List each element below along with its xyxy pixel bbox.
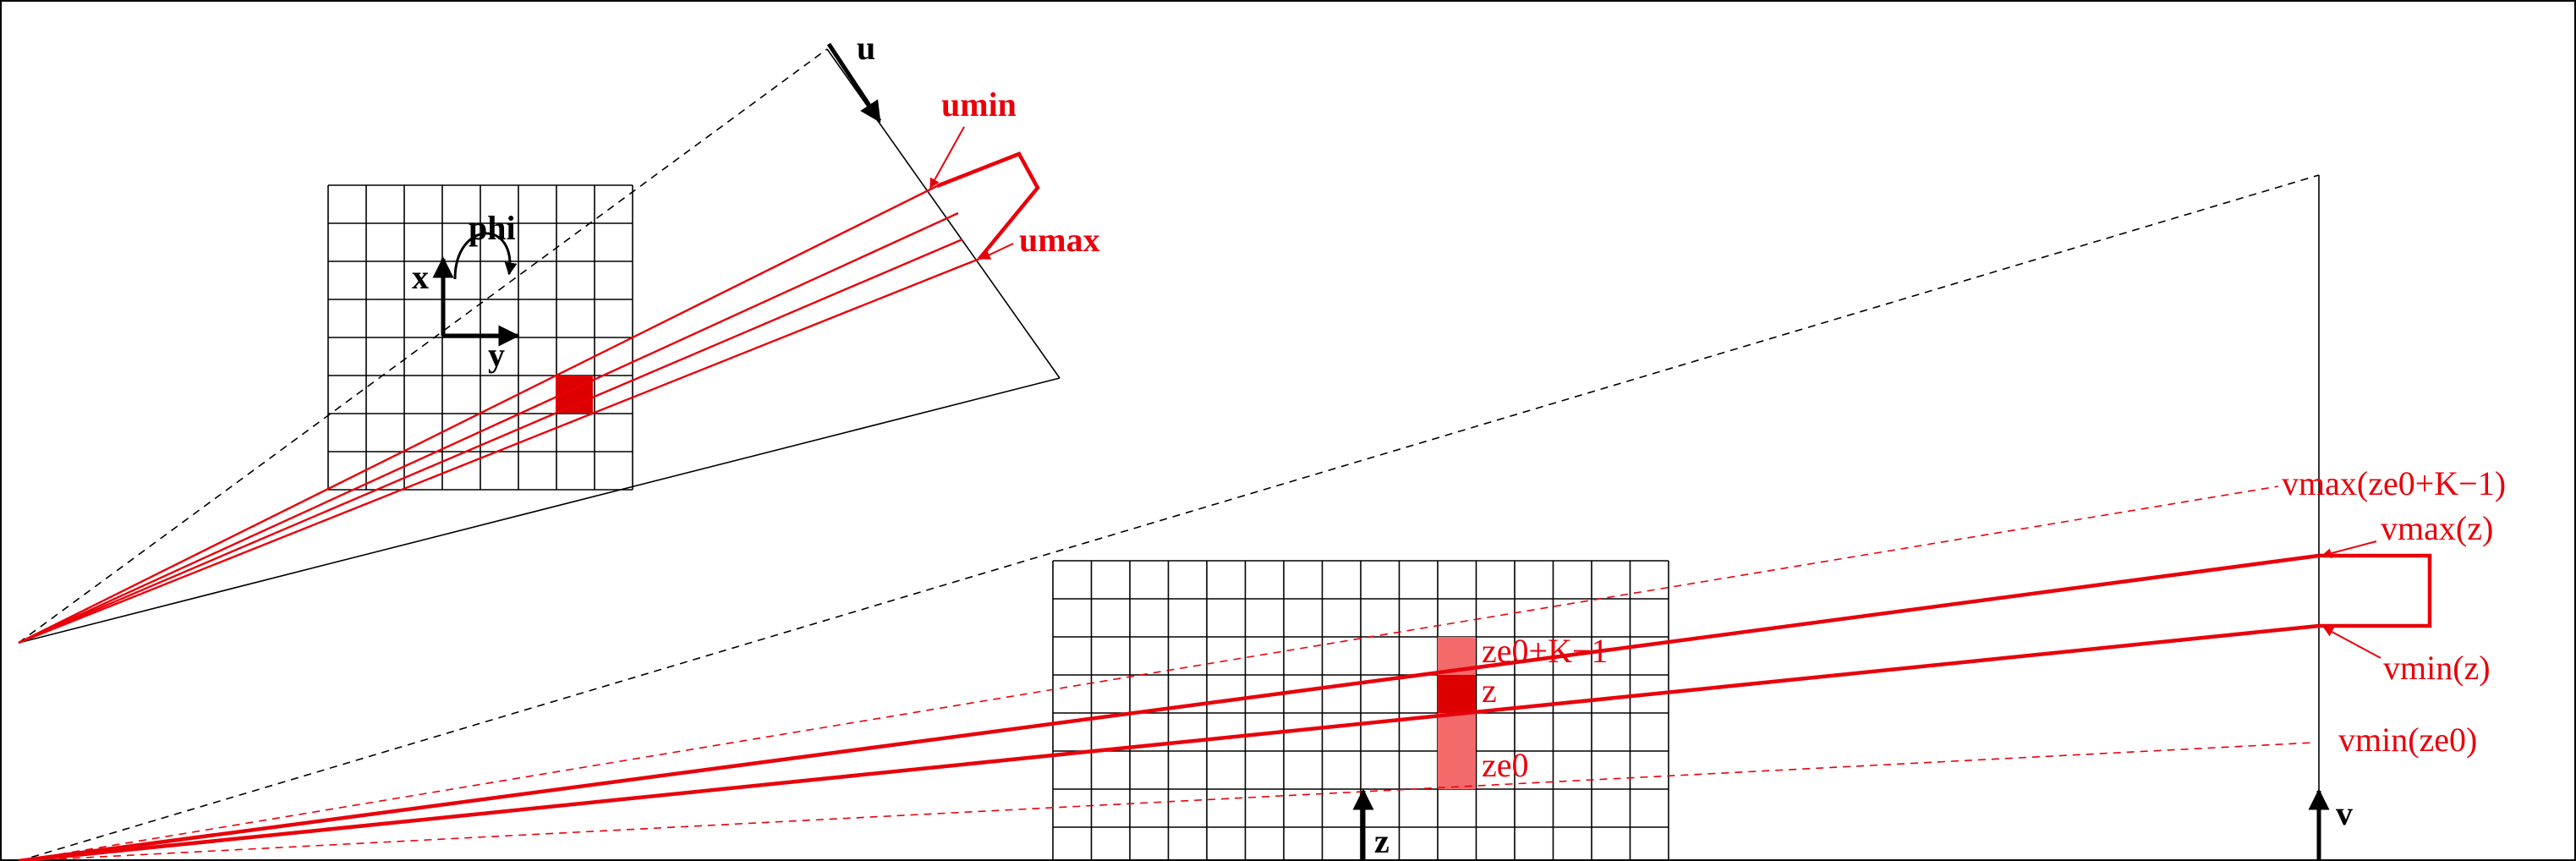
- umax-pointer: [979, 243, 1014, 260]
- y-axis-label: y: [488, 336, 505, 374]
- top-detector-bin-outline: [936, 151, 1040, 260]
- vmax-z-label: vmax(z): [2381, 509, 2493, 547]
- ze0-label: ze0: [1482, 746, 1529, 784]
- bottom-voxel-grid: [1052, 560, 1669, 861]
- u-axis-label: u: [857, 29, 875, 67]
- top-view: u umin umax x y phi: [18, 29, 1100, 644]
- x-axis-label: x: [412, 258, 429, 296]
- ze0-k-label: ze0+K−1: [1482, 632, 1609, 670]
- u-axis-arrow: [826, 42, 882, 123]
- v-axis-label: v: [2336, 794, 2353, 832]
- bottom-detector-bin-outline: [2319, 553, 2432, 628]
- top-fov-lower-line: [18, 377, 1061, 644]
- vmax-ze0-k-ray: [18, 485, 2279, 861]
- vmax-z-pointer: [2321, 540, 2377, 559]
- z-cell-label: z: [1482, 672, 1497, 710]
- top-voxel-grid: [327, 184, 633, 491]
- top-rays: [18, 184, 980, 644]
- z-axis-label: z: [1374, 822, 1389, 860]
- phi-label: phi: [469, 209, 516, 247]
- vmax-ze0-k-label: vmax(ze0+K−1): [2282, 464, 2506, 502]
- vmin-z-label: vmin(z): [2383, 649, 2491, 687]
- vmin-z-ray: [18, 623, 2320, 861]
- vmin-ze0-ray: [18, 742, 2315, 861]
- phi-rotation-arrow: [453, 232, 518, 280]
- umax-label: umax: [1019, 221, 1100, 259]
- bottom-view: ze0+K−1 z ze0 z v vmax(ze0+K−1) vmax(z) …: [18, 174, 2506, 861]
- vmin-ze0-label: vmin(ze0): [2338, 721, 2477, 759]
- vmax-z-ray: [18, 553, 2320, 861]
- umin-label: umin: [941, 85, 1017, 123]
- top-fov-dashed-line: [18, 48, 828, 644]
- bottom-selected-voxel: [1438, 675, 1476, 713]
- umin-pointer: [929, 126, 965, 189]
- vmin-z-pointer: [2322, 627, 2381, 659]
